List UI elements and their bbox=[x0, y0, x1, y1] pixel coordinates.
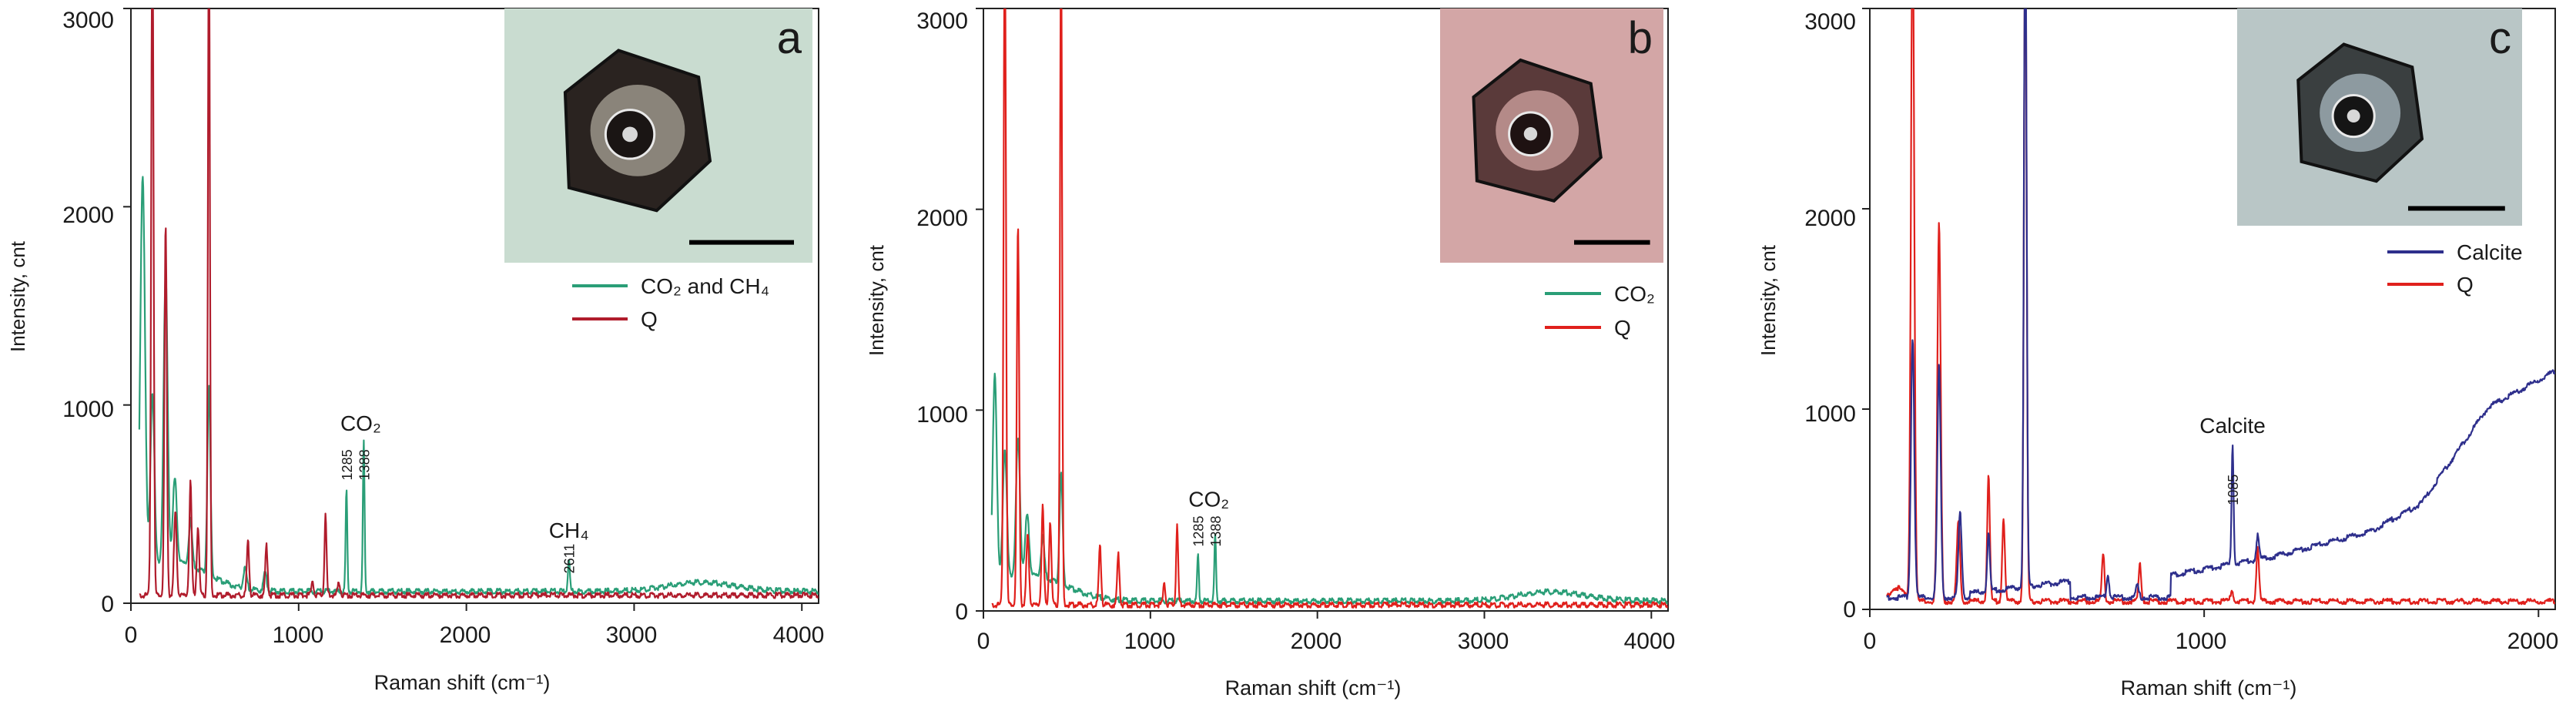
x-tick-label: 3000 bbox=[1458, 629, 1509, 654]
inset-micrograph: a bbox=[504, 8, 812, 263]
x-tick-labels: 0 1000 2000 3000 4000 bbox=[125, 622, 825, 648]
series-line-calcite bbox=[1886, 8, 2555, 602]
x-tick-label: 4000 bbox=[773, 622, 825, 648]
x-tick-label: 2000 bbox=[440, 622, 491, 648]
annotations: CO₂ 1285 1388 bbox=[1188, 487, 1229, 546]
peak-annotation: 1285 bbox=[1191, 516, 1207, 547]
peak-annotation: 1388 bbox=[357, 449, 372, 480]
inset-micrograph: b bbox=[1440, 8, 1663, 263]
series-line-q bbox=[1885, 8, 2555, 606]
plot-area bbox=[123, 8, 819, 611]
peak-annotation: Calcite bbox=[2199, 414, 2266, 438]
y-tick-label: 2000 bbox=[62, 203, 114, 228]
panel-letter: a bbox=[777, 13, 802, 63]
x-axis-label: Raman shift (cm⁻¹) bbox=[2121, 676, 2297, 700]
series-line-q bbox=[139, 8, 819, 599]
x-tick-label: 1000 bbox=[2176, 629, 2227, 654]
series-line-q bbox=[991, 8, 1668, 609]
plot-area bbox=[976, 8, 1669, 619]
y-tick-labels: 0 1000 2000 3000 bbox=[916, 8, 968, 625]
y-tick-label: 0 bbox=[1843, 597, 1856, 622]
y-axis-label: Intensity, cnt bbox=[1757, 244, 1780, 356]
legend-label: CO₂ and CH₄ bbox=[641, 274, 769, 298]
x-tick-label: 4000 bbox=[1624, 629, 1676, 654]
y-tick-label: 0 bbox=[955, 599, 968, 625]
legend: CO₂ Q bbox=[1545, 282, 1655, 340]
peak-annotation: 1388 bbox=[1208, 516, 1224, 547]
inset-micrograph: c bbox=[2237, 8, 2522, 226]
annotations: Calcite 1085 bbox=[2199, 414, 2266, 505]
peak-annotation: CO₂ bbox=[1188, 487, 1229, 511]
axes-frame bbox=[1869, 8, 2556, 610]
legend-label: Q bbox=[2457, 273, 2474, 297]
y-tick-label: 0 bbox=[101, 592, 114, 617]
x-tick-label: 2000 bbox=[2507, 629, 2559, 654]
plot-area bbox=[1862, 8, 2556, 617]
x-tick-label: 1000 bbox=[1124, 629, 1176, 654]
bubble-highlight bbox=[1523, 127, 1538, 141]
peak-annotation: CO₂ bbox=[340, 411, 381, 435]
x-tick-label: 0 bbox=[125, 622, 138, 648]
x-axis-label: Raman shift (cm⁻¹) bbox=[1225, 676, 1402, 700]
y-tick-labels: 0 1000 2000 3000 bbox=[62, 8, 114, 617]
axes-frame bbox=[983, 8, 1669, 612]
panel-b: Intensity, cnt 0 1000 2000 3000 0 1000 2… bbox=[865, 8, 1676, 700]
axes-frame bbox=[130, 8, 819, 604]
bubble-highlight bbox=[622, 126, 638, 143]
x-axis-label: Raman shift (cm⁻¹) bbox=[374, 671, 551, 694]
panel-letter: c bbox=[2489, 13, 2511, 63]
y-tick-label: 3000 bbox=[1804, 9, 1856, 35]
legend: Calcite Q bbox=[2387, 240, 2523, 297]
y-axis-label: Intensity, cnt bbox=[865, 244, 888, 356]
x-tick-label: 0 bbox=[977, 629, 990, 654]
panel-c: Intensity, cnt 0 1000 2000 3000 0 1000 2… bbox=[1757, 8, 2559, 700]
y-tick-label: 1000 bbox=[62, 397, 114, 422]
panel-letter: b bbox=[1628, 13, 1653, 63]
bubble-highlight bbox=[2347, 109, 2360, 123]
legend: CO₂ and CH₄ Q bbox=[572, 274, 769, 331]
x-tick-labels: 0 1000 2000 3000 4000 bbox=[977, 629, 1676, 654]
series-line-co2 bbox=[990, 372, 1668, 605]
legend-label: CO₂ bbox=[1614, 282, 1655, 306]
panel-a: Intensity, cnt 0 1000 2000 3000 0 1000 2… bbox=[6, 8, 825, 694]
legend-label: Q bbox=[1614, 316, 1631, 340]
peak-annotation: CH₄ bbox=[549, 518, 589, 542]
y-tick-label: 2000 bbox=[916, 206, 968, 231]
x-tick-label: 3000 bbox=[606, 622, 658, 648]
x-tick-label: 1000 bbox=[273, 622, 324, 648]
annotations: CO₂ 1285 1388 CH₄ 2611 bbox=[340, 411, 589, 573]
x-tick-label: 2000 bbox=[1291, 629, 1342, 654]
y-tick-labels: 0 1000 2000 3000 bbox=[1804, 9, 1856, 622]
x-tick-label: 0 bbox=[1864, 629, 1877, 654]
x-tick-labels: 0 1000 2000 bbox=[1864, 629, 2559, 654]
y-tick-label: 1000 bbox=[916, 402, 968, 428]
y-tick-label: 1000 bbox=[1804, 401, 1856, 427]
y-tick-label: 3000 bbox=[916, 8, 968, 34]
peak-annotation: 1285 bbox=[340, 449, 355, 480]
y-tick-label: 2000 bbox=[1804, 206, 1856, 231]
y-tick-label: 3000 bbox=[62, 8, 114, 33]
peak-annotation: 2611 bbox=[562, 544, 578, 574]
legend-label: Calcite bbox=[2457, 240, 2523, 264]
series-line-co2-and-ch4 bbox=[138, 176, 819, 596]
y-axis-label: Intensity, cnt bbox=[6, 240, 29, 352]
peak-annotation: 1085 bbox=[2226, 475, 2241, 505]
legend-label: Q bbox=[641, 307, 658, 331]
